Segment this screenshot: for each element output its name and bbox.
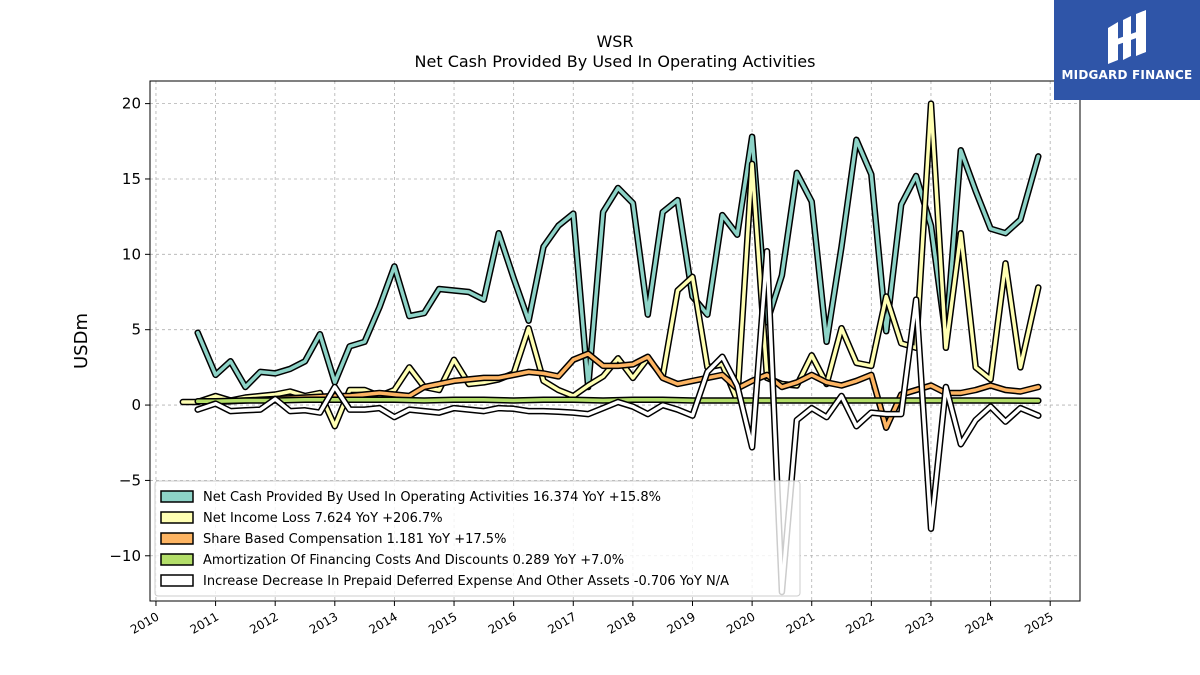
y-axis-label: USDm [71, 313, 92, 369]
x-tick-label: 2019 [665, 609, 698, 636]
midgard-logo-icon [1108, 10, 1146, 64]
y-tick-label: −10 [109, 547, 141, 565]
series-line [194, 248, 1042, 596]
y-axis: −10 −5 0 5 10 15 20 [109, 95, 150, 565]
legend-box [154, 480, 801, 597]
series-group [179, 100, 1042, 596]
x-tick-label: 2014 [366, 609, 399, 636]
legend-label: Amortization Of Financing Costs And Disc… [203, 553, 624, 568]
legend-label: Share Based Compensation 1.181 YoY +17.5… [203, 532, 506, 547]
legend-swatch [160, 532, 194, 545]
y-tick-label: −5 [119, 471, 141, 489]
x-tick-label: 2015 [426, 609, 459, 636]
chart-title: WSR [596, 32, 633, 51]
x-tick-label: 2012 [247, 609, 280, 636]
x-tick-label: 2023 [903, 609, 936, 636]
legend-label: Net Income Loss 7.624 YoY +206.7% [203, 511, 443, 526]
legend-swatch [160, 553, 194, 566]
y-tick-label: 20 [122, 95, 141, 113]
x-tick-label: 2022 [843, 609, 876, 636]
series-line-stroke [195, 135, 1041, 389]
x-tick-label: 2021 [784, 609, 817, 636]
x-tick-label: 2025 [1022, 609, 1055, 636]
plot-frame [149, 80, 1081, 602]
x-tick-label: 2010 [128, 609, 161, 636]
x-tick-label: 2016 [486, 609, 519, 636]
brand-logo: MIDGARD FINANCE [1054, 0, 1200, 100]
legend: Net Cash Provided By Used In Operating A… [154, 480, 801, 597]
legend-swatch [160, 511, 194, 524]
y-tick-label: 15 [122, 170, 141, 188]
y-tick-label: 5 [131, 321, 141, 339]
x-axis: 2010 2011 2012 2013 2014 2015 2016 2017 2018 2019… [128, 601, 1056, 637]
y-tick-label: 0 [131, 396, 141, 414]
x-tick-label: 2011 [188, 609, 221, 636]
x-tick-label: 2013 [307, 609, 340, 636]
y-tick-label: 10 [122, 245, 141, 263]
series-line [194, 133, 1042, 391]
legend-label: Increase Decrease In Prepaid Deferred Ex… [203, 574, 729, 589]
x-tick-label: 2017 [545, 609, 578, 636]
legend-label: Net Cash Provided By Used In Operating A… [203, 490, 661, 505]
series-line-stroke [195, 249, 1041, 594]
chart-subtitle: Net Cash Provided By Used In Operating A… [415, 52, 816, 71]
x-tick-label: 2024 [963, 609, 996, 636]
legend-swatch [160, 490, 194, 503]
x-tick-label: 2018 [605, 609, 638, 636]
legend-swatch [160, 574, 194, 587]
x-tick-label: 2020 [724, 609, 757, 636]
brand-name: MIDGARD FINANCE [1061, 68, 1193, 82]
